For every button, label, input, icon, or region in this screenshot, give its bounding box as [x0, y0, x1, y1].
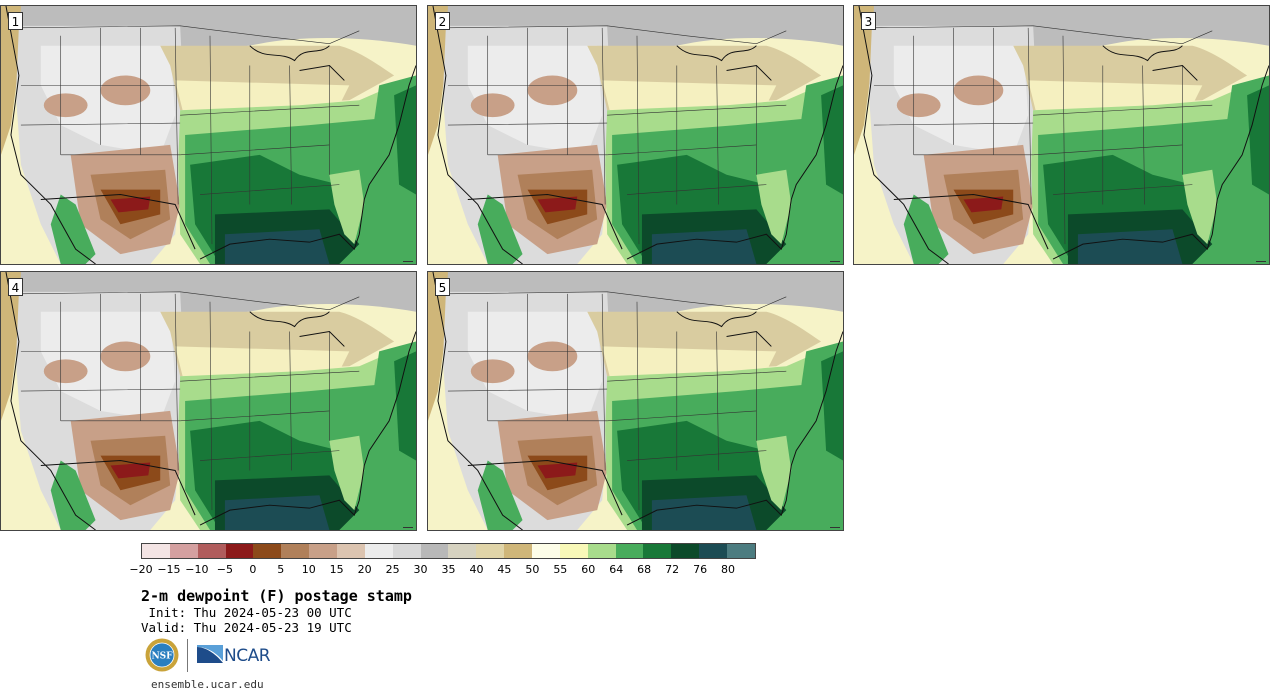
logo-divider [187, 639, 188, 672]
colorbar-swatch [476, 544, 505, 558]
colorbar-swatch [448, 544, 477, 558]
member-number-label: 4 [8, 278, 23, 296]
site-url: ensemble.ucar.edu [151, 678, 264, 691]
colorbar-tick-label: 0 [249, 563, 257, 576]
map-scale-mark [830, 261, 840, 262]
colorbar-swatch [392, 544, 421, 558]
ensemble-member-map: 5 [427, 271, 844, 531]
colorbar-tick-label: 68 [637, 563, 652, 576]
colorbar [141, 543, 756, 559]
colorbar-swatch [671, 544, 700, 558]
colorbar-swatch [587, 544, 616, 558]
colorbar-tick-label: 45 [497, 563, 512, 576]
dewpoint-map [1, 272, 416, 530]
map-scale-mark [830, 527, 840, 528]
colorbar-swatch [532, 544, 560, 558]
colorbar-swatch [197, 544, 226, 558]
colorbar-tick-label: 80 [721, 563, 736, 576]
ensemble-member-map: 4 [0, 271, 417, 531]
nsf-logo-text: NSF [151, 652, 173, 662]
colorbar-tick-label: 25 [385, 563, 400, 576]
colorbar-tick-label: 10 [301, 563, 316, 576]
colorbar-tick-label: −10 [185, 563, 209, 576]
ncar-logo-icon [197, 645, 223, 663]
ncar-logo-text: NCAR [224, 646, 271, 666]
colorbar-tick-label: −5 [216, 563, 233, 576]
colorbar-tick-label: 55 [553, 563, 568, 576]
colorbar-swatch [225, 544, 254, 558]
colorbar-swatch [727, 544, 755, 558]
colorbar-swatch [504, 544, 533, 558]
colorbar-swatch [615, 544, 644, 558]
nsf-logo-icon: NSF [145, 638, 179, 672]
colorbar-swatch [643, 544, 672, 558]
colorbar-tick-label: −20 [129, 563, 153, 576]
member-number-label: 2 [435, 12, 450, 30]
page-title: 2-m dewpoint (F) postage stamp [141, 587, 412, 605]
colorbar-tick-label: 15 [329, 563, 344, 576]
colorbar-swatch [364, 544, 393, 558]
member-number-label: 5 [435, 278, 450, 296]
colorbar-swatch [699, 544, 728, 558]
ensemble-member-map: 2 [427, 5, 844, 265]
colorbar-tick-label: 35 [441, 563, 456, 576]
ensemble-member-map: 3 [853, 5, 1270, 265]
colorbar-tick-label: 50 [525, 563, 540, 576]
colorbar-tick-labels: −20 −15 −10 −5 0 5 10 15 20 25 30 35 40 45 50 55 60 64 68 7… [129, 563, 756, 577]
valid-time: Valid: Thu 2024-05-23 19 UTC [141, 620, 352, 635]
colorbar-tick-label: 76 [693, 563, 708, 576]
colorbar-tick-label: −15 [157, 563, 181, 576]
colorbar-swatch [337, 544, 365, 558]
colorbar-tick-label: 60 [581, 563, 596, 576]
map-scale-mark [403, 527, 413, 528]
colorbar-swatch [169, 544, 198, 558]
dewpoint-map [854, 6, 1269, 264]
dewpoint-map [1, 6, 416, 264]
colorbar-tick-label: 64 [609, 563, 624, 576]
colorbar-swatch [142, 544, 170, 558]
dewpoint-map [428, 272, 843, 530]
colorbar-swatch [253, 544, 282, 558]
map-scale-mark [1256, 261, 1266, 262]
colorbar-swatch [309, 544, 338, 558]
member-number-label: 1 [8, 12, 23, 30]
colorbar-swatch [559, 544, 588, 558]
colorbar-swatch [281, 544, 310, 558]
colorbar-tick-label: 5 [277, 563, 285, 576]
member-number-label: 3 [861, 12, 876, 30]
colorbar-swatch [420, 544, 449, 558]
ensemble-member-map: 1 [0, 5, 417, 265]
map-scale-mark [403, 261, 413, 262]
colorbar-tick-label: 40 [469, 563, 484, 576]
colorbar-tick-label: 30 [413, 563, 428, 576]
colorbar-tick-label: 72 [665, 563, 680, 576]
dewpoint-map [428, 6, 843, 264]
init-time: Init: Thu 2024-05-23 00 UTC [141, 605, 352, 620]
colorbar-tick-label: 20 [357, 563, 372, 576]
